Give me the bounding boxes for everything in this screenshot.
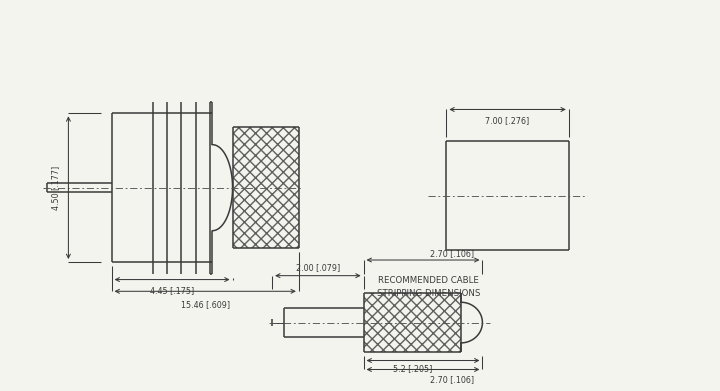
Text: 15.46 [.609]: 15.46 [.609] bbox=[181, 300, 230, 309]
Text: 2.00 [.079]: 2.00 [.079] bbox=[296, 264, 340, 273]
Text: 4.45 [.175]: 4.45 [.175] bbox=[150, 287, 194, 296]
Text: 7.00 [.276]: 7.00 [.276] bbox=[485, 117, 530, 126]
Text: RECOMMENDED CABLE
STRIPPING DIMENSIONS: RECOMMENDED CABLE STRIPPING DIMENSIONS bbox=[377, 276, 480, 298]
Text: 5.2 [.205]: 5.2 [.205] bbox=[392, 364, 432, 373]
Text: 2.70 [.106]: 2.70 [.106] bbox=[430, 249, 474, 258]
Bar bbox=[364, 293, 461, 352]
Text: 4.50 [.177]: 4.50 [.177] bbox=[50, 165, 60, 210]
Bar bbox=[233, 127, 299, 248]
Text: 2.70 [.106]: 2.70 [.106] bbox=[430, 375, 474, 384]
